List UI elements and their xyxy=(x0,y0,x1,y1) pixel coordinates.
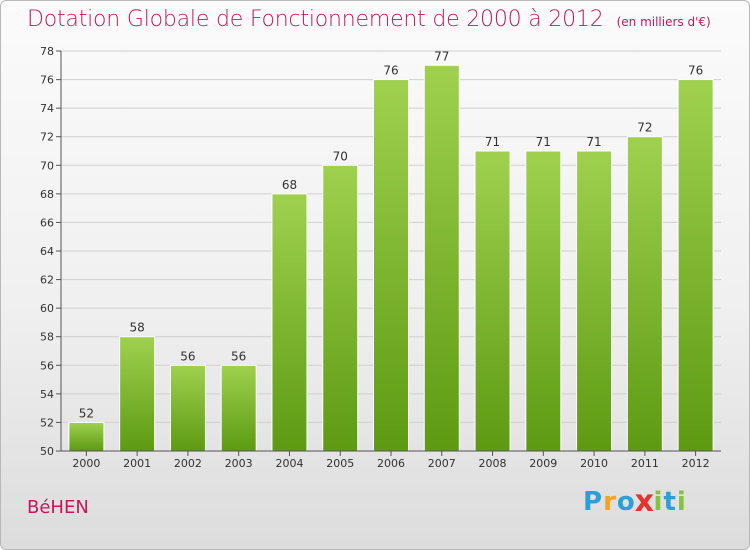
data-label: 76 xyxy=(688,64,703,78)
y-tick-label: 68 xyxy=(40,188,54,201)
chart-title: Dotation Globale de Fonctionnement de 20… xyxy=(27,7,711,32)
bar xyxy=(68,421,105,452)
logo-letter: o xyxy=(616,487,636,517)
logo-letter: i xyxy=(676,487,687,517)
bar xyxy=(220,364,257,452)
data-label: 58 xyxy=(130,321,145,335)
x-tick-label: 2007 xyxy=(428,457,456,470)
x-tick-label: 2004 xyxy=(275,457,303,470)
x-tick-label: 2005 xyxy=(326,457,354,470)
data-label: 71 xyxy=(536,135,551,149)
proxiti-logo[interactable]: Proxiti xyxy=(583,484,687,520)
bar xyxy=(373,79,409,452)
x-tick-label: 2001 xyxy=(123,457,151,470)
bar xyxy=(626,136,663,452)
data-label: 68 xyxy=(282,178,297,192)
y-tick-label: 50 xyxy=(40,445,54,458)
y-tick-label: 74 xyxy=(40,102,54,115)
bar xyxy=(271,193,308,452)
y-tick-label: 64 xyxy=(40,245,54,258)
x-tick-label: 2009 xyxy=(529,457,557,470)
data-label: 52 xyxy=(79,406,94,420)
bar xyxy=(576,150,613,452)
data-label: 71 xyxy=(586,135,601,149)
data-label: 56 xyxy=(180,349,195,363)
x-tick-label: 2006 xyxy=(377,457,405,470)
y-tick-label: 60 xyxy=(40,302,54,315)
bar xyxy=(525,150,562,452)
y-tick-label: 62 xyxy=(40,274,54,287)
bars xyxy=(68,64,714,452)
commune-name: BéHEN xyxy=(27,497,89,518)
y-tick-label: 66 xyxy=(40,216,54,229)
y-tick-label: 78 xyxy=(40,45,54,58)
logo-letter: t xyxy=(663,487,677,517)
x-tick-label: 2003 xyxy=(225,457,253,470)
y-tick-label: 72 xyxy=(40,131,54,144)
bar xyxy=(119,336,156,452)
x-tick-label: 2011 xyxy=(631,457,659,470)
bar xyxy=(474,150,511,452)
data-label: 71 xyxy=(485,135,500,149)
y-tick-label: 58 xyxy=(40,331,54,344)
x-tick-label: 2008 xyxy=(479,457,507,470)
logo-letter: r xyxy=(603,487,617,517)
title-text: Dotation Globale de Fonctionnement de 20… xyxy=(27,7,604,32)
y-tick-label: 54 xyxy=(40,388,54,401)
axes xyxy=(56,50,721,456)
y-tick-label: 56 xyxy=(40,359,54,372)
labels: 50 52 54 56 58 60 62 64 66 68 70 72 74 76 78 52 2000 58 20… xyxy=(40,45,710,470)
unit-note: (en milliers d'€) xyxy=(616,15,711,29)
y-tick-label: 76 xyxy=(40,74,54,87)
data-label: 76 xyxy=(383,64,398,78)
data-label: 70 xyxy=(333,149,348,163)
y-tick-label: 70 xyxy=(40,159,54,172)
logo-letter: i xyxy=(653,487,664,517)
logo-letter: P xyxy=(583,487,604,517)
x-tick-label: 2012 xyxy=(682,457,710,470)
bar xyxy=(169,364,206,452)
bar xyxy=(322,164,359,452)
y-tick-label: 52 xyxy=(40,416,54,429)
data-label: 77 xyxy=(434,49,449,63)
data-label: 72 xyxy=(637,121,652,135)
bar xyxy=(423,64,460,452)
data-label: 56 xyxy=(231,349,246,363)
logo-letter: x xyxy=(634,484,655,520)
x-tick-label: 2000 xyxy=(72,457,100,470)
x-tick-label: 2010 xyxy=(580,457,608,470)
bar xyxy=(677,79,714,452)
x-tick-label: 2002 xyxy=(174,457,202,470)
